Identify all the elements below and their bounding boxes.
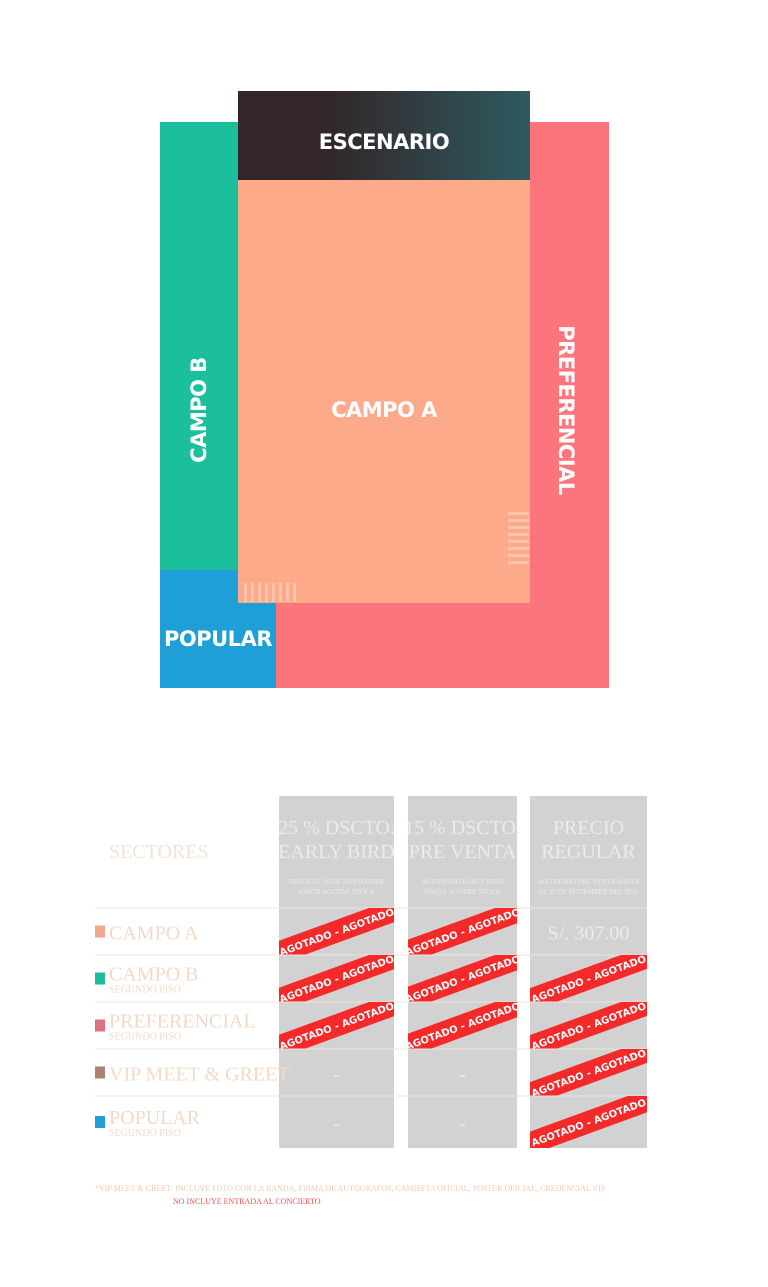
popular-label: POPULAR bbox=[164, 627, 272, 651]
stairs bbox=[244, 512, 529, 602]
column-title: 15 % DSCTO. bbox=[404, 817, 521, 839]
price-cell: - bbox=[459, 1113, 466, 1135]
seat-map: ESCENARIO CAMPO A CAMPO B PREFERENCIAL P… bbox=[160, 91, 609, 688]
row-name: CAMPO B bbox=[109, 964, 198, 986]
column-sub: AGOTANDO EARLY BIRD bbox=[422, 878, 504, 886]
row-sub: SEGUNDO PISO bbox=[109, 1032, 181, 1043]
row-swatch bbox=[95, 1066, 105, 1079]
row-name: POPULAR bbox=[109, 1107, 201, 1129]
header-sectores: SECTORES bbox=[109, 841, 209, 863]
row-swatch bbox=[95, 925, 105, 938]
banner-band bbox=[279, 955, 394, 1002]
price-cell: - bbox=[459, 1064, 466, 1086]
footnote: *VIP MEET & GREET: INCLUYE FOTO CON LA B… bbox=[95, 1183, 606, 1193]
row-sub: SEGUNDO PISO bbox=[109, 985, 181, 996]
footnote-text: INCLUYE FOTO CON LA BANDA, FIRMA DE AUTÓ… bbox=[175, 1183, 606, 1193]
column-title: 25 % DSCTO. bbox=[278, 817, 395, 839]
preferencial-label: PREFERENCIAL bbox=[554, 325, 578, 495]
price-table: SECTORES 25 % DSCTO.EARLY BIRD DESDE EL 29… bbox=[95, 796, 647, 1148]
column-title: EARLY BIRD bbox=[278, 841, 395, 863]
column-sub: HASTA AGOTAR STOCK bbox=[424, 888, 501, 896]
campo-a-zone[interactable] bbox=[238, 180, 530, 603]
column-sub: AGOTANDO PRE VENTA HASTA bbox=[537, 878, 640, 886]
banner-band bbox=[530, 1096, 647, 1148]
stage-label: ESCENARIO bbox=[319, 130, 449, 154]
footnote-label: *VIP MEET & GREET: bbox=[95, 1184, 173, 1193]
price-cell: - bbox=[333, 1064, 340, 1086]
banner-band bbox=[279, 1002, 394, 1049]
column-sub: DESDE EL 29 DE NOVIEMBRE bbox=[289, 878, 385, 886]
campo-b-zone[interactable] bbox=[160, 122, 238, 570]
row-sub: SEGUNDO PISO bbox=[109, 1128, 181, 1139]
banner-band bbox=[408, 1002, 517, 1049]
column-title: PRECIO bbox=[553, 817, 624, 839]
banner-band bbox=[279, 908, 394, 955]
preferencial-zone-bottom[interactable] bbox=[276, 603, 609, 688]
campo-b-label: CAMPO B bbox=[187, 357, 211, 463]
row-name: CAMPO A bbox=[109, 923, 199, 945]
banner-band bbox=[530, 1049, 647, 1096]
banner-band bbox=[408, 955, 517, 1002]
row-name: PREFERENCIAL bbox=[109, 1011, 256, 1033]
column-sub: HASTA AGOTAR STOCK bbox=[298, 888, 375, 896]
stage bbox=[238, 91, 530, 180]
footnote-note: NO INCLUYE ENTRADA AL CONCIERTO bbox=[173, 1197, 321, 1206]
column-title: REGULAR bbox=[541, 841, 636, 863]
banner-band bbox=[408, 908, 517, 955]
row-swatch bbox=[95, 1116, 105, 1128]
row-name: VIP MEET & GREET bbox=[109, 1064, 290, 1086]
banner-band bbox=[530, 955, 647, 1002]
row-swatch bbox=[95, 1019, 105, 1032]
banner-band bbox=[530, 1002, 647, 1049]
price-cell: - bbox=[333, 1113, 340, 1135]
preferencial-zone[interactable] bbox=[530, 122, 609, 688]
column-title: PRE VENTA bbox=[409, 841, 517, 863]
campo-a-label: CAMPO A bbox=[331, 398, 438, 422]
row-swatch bbox=[95, 972, 105, 985]
price-cell: S/. 307.00 bbox=[548, 923, 630, 945]
column-sub: EL 29 DE SETIEMBRE DEL 2025 bbox=[539, 888, 639, 896]
